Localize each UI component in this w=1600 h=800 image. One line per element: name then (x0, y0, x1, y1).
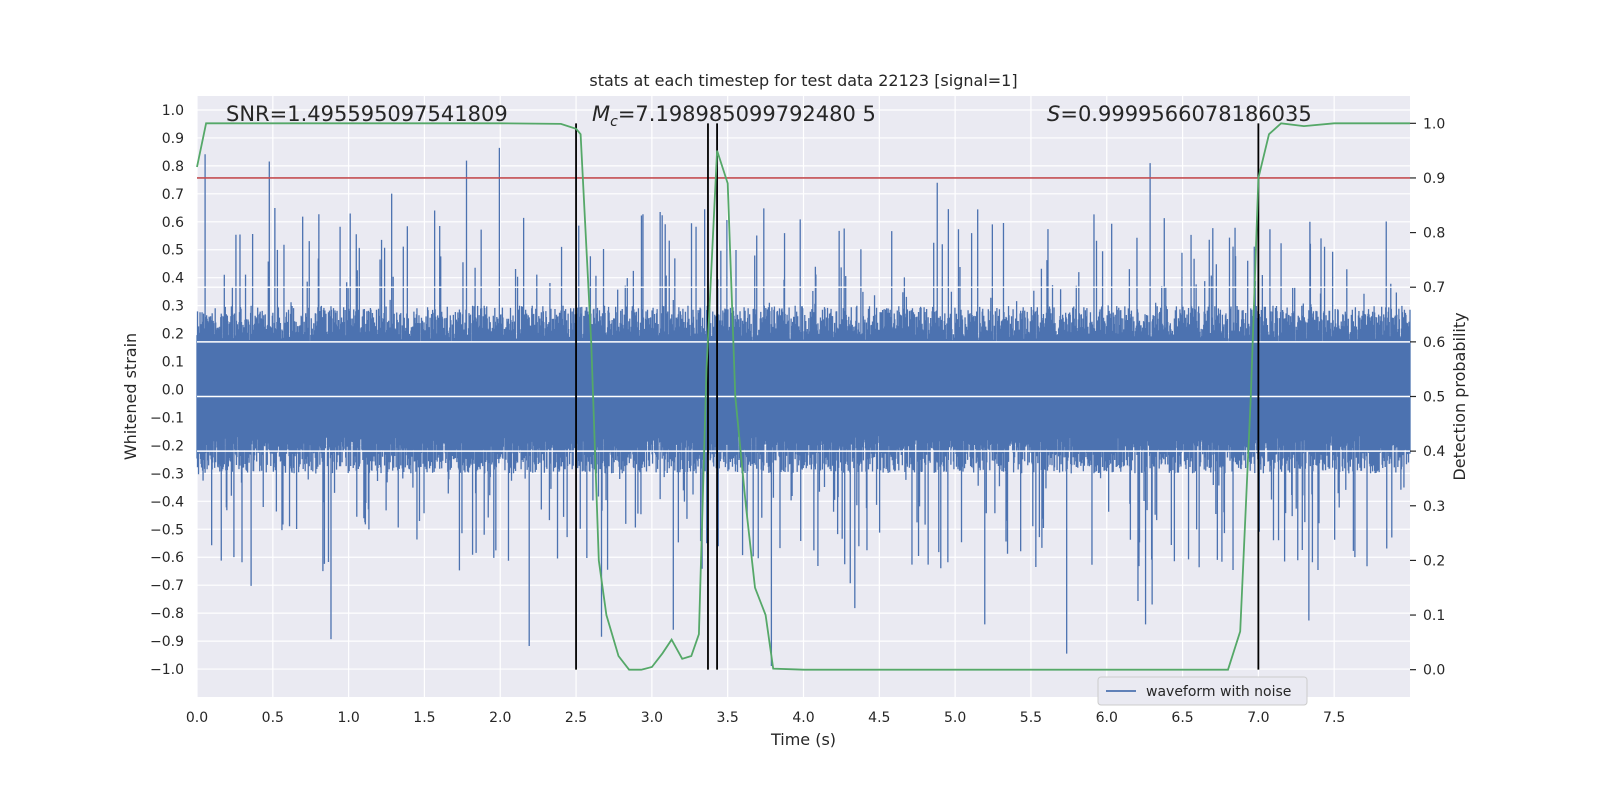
annotation-s: S=0.9999566078186035 (1047, 102, 1312, 126)
y2-axis-label: Detection probability (1450, 312, 1469, 480)
y2-tick-label: 0.9 (1423, 171, 1445, 187)
x-axis-label: Time (s) (770, 730, 836, 749)
y-tick-label: 0.7 (162, 187, 184, 203)
y-tick-label: 0.2 (162, 327, 184, 343)
y-tick-label: 0.0 (162, 383, 184, 399)
y2-tick-label: 0.4 (1423, 444, 1445, 460)
y-axis-label: Whitened strain (121, 333, 140, 460)
x-tick-label: 2.5 (565, 710, 587, 726)
y-tick-label: −0.5 (150, 522, 184, 538)
x-tick-label: 0.0 (186, 710, 208, 726)
x-tick-label: 5.5 (1020, 710, 1042, 726)
hlines (197, 177, 1410, 452)
y-tick-label: 0.5 (162, 243, 184, 259)
legend: waveform with noise (1097, 676, 1308, 706)
annotation-mc-sub: c (610, 114, 618, 130)
annotation-snr: SNR=1.495595097541809 (226, 102, 508, 126)
probability-line (196, 122, 1410, 671)
annotation-s-value: =0.9999566078186035 (1060, 102, 1311, 126)
y-tick-label: 0.1 (162, 355, 184, 371)
y2-tick-label: 0.3 (1423, 499, 1445, 515)
y-tick-label: 1.0 (162, 103, 184, 119)
y-tick-label: −0.7 (150, 578, 184, 594)
x-tick-label: 6.0 (1096, 710, 1118, 726)
y-tick-label: −0.3 (150, 466, 184, 482)
y-tick-label: −0.4 (150, 494, 184, 510)
annotation-mc-value: =7.198985099792480 5 (618, 102, 876, 126)
x-tick-label: 3.5 (717, 710, 739, 726)
y-tick-label: −0.8 (150, 606, 184, 622)
y-tick-label: 0.4 (162, 271, 184, 287)
annotation-mc: Mc=7.198985099792480 5 (592, 102, 876, 130)
chart-title: stats at each timestep for test data 221… (589, 71, 1017, 90)
x-tick-label: 1.0 (337, 710, 359, 726)
probability-series (196, 122, 1410, 671)
y-tick-label: −1.0 (150, 662, 184, 678)
legend-entry: waveform with noise (1146, 684, 1291, 700)
y2-tick-label: 0.8 (1423, 226, 1445, 242)
y-tick-label: 0.8 (162, 159, 184, 175)
y2-tick-label: 0.1 (1423, 608, 1445, 624)
y-tick-label: 0.3 (162, 299, 184, 315)
y-tick-label: 0.9 (162, 131, 184, 147)
annotation-s-symbol: S (1047, 102, 1060, 126)
y2-tick-label: 0.0 (1423, 663, 1445, 679)
y-tick-label: −0.9 (150, 634, 184, 650)
x-tick-label: 0.5 (262, 710, 284, 726)
x-tick-label: 4.5 (868, 710, 890, 726)
x-tick-label: 6.5 (1171, 710, 1193, 726)
y-tick-label: −0.6 (150, 550, 184, 566)
x-axis-ticks: 0.0 0.5 1.0 1.5 2.0 2.5 3.0 3.5 4.0 4.5 5.0 5.5 6.0 6… (186, 710, 1345, 726)
x-tick-label: 7.5 (1323, 710, 1345, 726)
y-tick-label: −0.1 (150, 410, 184, 426)
y-tick-label: −0.2 (150, 438, 184, 454)
x-tick-label: 4.0 (792, 710, 814, 726)
vertical-lines (575, 123, 1260, 670)
y2-tick-label: 1.0 (1423, 116, 1445, 132)
y-axis-ticks: 1.0 0.9 0.8 0.7 0.6 0.5 0.4 0.3 0.2 0.1 0.0 −0.1 −0.… (150, 103, 184, 678)
y2-tick-label: 0.2 (1423, 553, 1445, 569)
x-tick-label: 5.0 (944, 710, 966, 726)
annotation-mc-symbol: M (592, 102, 610, 126)
x-tick-label: 1.5 (413, 710, 435, 726)
x-tick-label: 3.0 (641, 710, 663, 726)
y2-axis-ticks: 1.0 0.9 0.8 0.7 0.6 0.5 0.4 0.3 0.2 0.1 0.0 (1410, 116, 1445, 679)
y2-tick-label: 0.7 (1423, 280, 1445, 296)
x-tick-label: 7.0 (1247, 710, 1269, 726)
y2-tick-label: 0.5 (1423, 390, 1445, 406)
y-tick-label: 0.6 (162, 215, 184, 231)
legend-box (1097, 676, 1308, 706)
x-tick-label: 2.0 (489, 710, 511, 726)
y2-tick-label: 0.6 (1423, 335, 1445, 351)
